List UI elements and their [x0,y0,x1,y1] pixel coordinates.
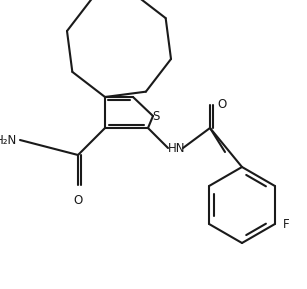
Text: O: O [73,194,83,207]
Text: H₂N: H₂N [0,134,17,147]
Text: S: S [152,110,160,123]
Text: HN: HN [168,142,185,155]
Text: O: O [217,99,226,112]
Text: F: F [283,218,290,231]
